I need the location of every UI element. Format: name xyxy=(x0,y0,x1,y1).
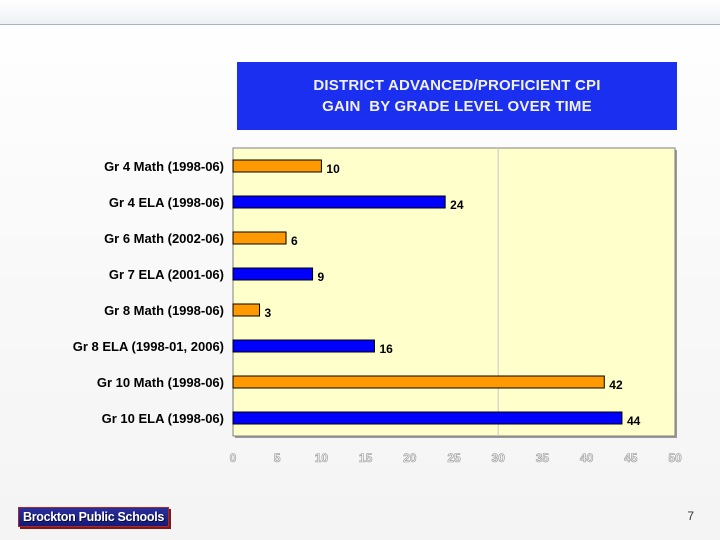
category-label-1: Gr 4 Math (1998-06) xyxy=(104,159,224,174)
chart-title-line-2: GAIN BY GRADE LEVEL OVER TIME xyxy=(322,98,592,115)
bar-1 xyxy=(232,159,322,173)
x-tick-label-30: 30 xyxy=(492,451,506,465)
category-label-5: Gr 8 Math (1998-06) xyxy=(104,303,224,318)
x-tick-label-10: 10 xyxy=(315,451,329,465)
bar-4 xyxy=(232,267,314,281)
x-tick-label-40: 40 xyxy=(580,451,594,465)
data-label-5: 3 xyxy=(265,306,272,320)
category-label-4: Gr 7 ELA (2001-06) xyxy=(109,267,224,282)
x-tick-label-15: 15 xyxy=(359,451,373,465)
x-tick-label-20: 20 xyxy=(403,451,417,465)
data-label-8: 44 xyxy=(627,414,641,428)
x-tick-label-45: 45 xyxy=(624,451,638,465)
header-band xyxy=(0,0,720,25)
bar-6 xyxy=(232,339,375,353)
data-label-7: 42 xyxy=(609,378,623,392)
chart-title-line-1: DISTRICT ADVANCED/PROFICIENT CPI xyxy=(313,77,601,94)
x-tick-label-5: 5 xyxy=(274,451,281,465)
school-logo-text: Brockton Public Schools xyxy=(23,510,165,524)
bar-2 xyxy=(232,195,446,209)
bar-8 xyxy=(232,411,623,425)
data-label-2: 24 xyxy=(450,198,464,212)
x-tick-label-25: 25 xyxy=(447,451,461,465)
data-label-3: 6 xyxy=(291,234,298,248)
data-label-4: 9 xyxy=(318,270,325,284)
x-tick-label-0: 0 xyxy=(230,451,237,465)
school-logo: Brockton Public Schools xyxy=(18,507,170,527)
category-label-6: Gr 8 ELA (1998-01, 2006) xyxy=(73,339,224,354)
x-tick-label-50: 50 xyxy=(668,451,682,465)
page-number: 7 xyxy=(687,509,694,523)
category-label-8: Gr 10 ELA (1998-06) xyxy=(102,411,224,426)
plot-area xyxy=(232,147,676,437)
category-label-7: Gr 10 Math (1998-06) xyxy=(97,375,224,390)
x-tick-label-35: 35 xyxy=(536,451,550,465)
bar-7 xyxy=(232,375,605,389)
data-label-1: 10 xyxy=(326,162,340,176)
bar-5 xyxy=(232,303,261,317)
category-label-2: Gr 4 ELA (1998-06) xyxy=(109,195,224,210)
bar-3 xyxy=(232,231,287,245)
chart-title-box: DISTRICT ADVANCED/PROFICIENT CPI GAIN BY… xyxy=(237,62,677,130)
category-label-3: Gr 6 Math (2002-06) xyxy=(104,231,224,246)
data-label-6: 16 xyxy=(379,342,393,356)
